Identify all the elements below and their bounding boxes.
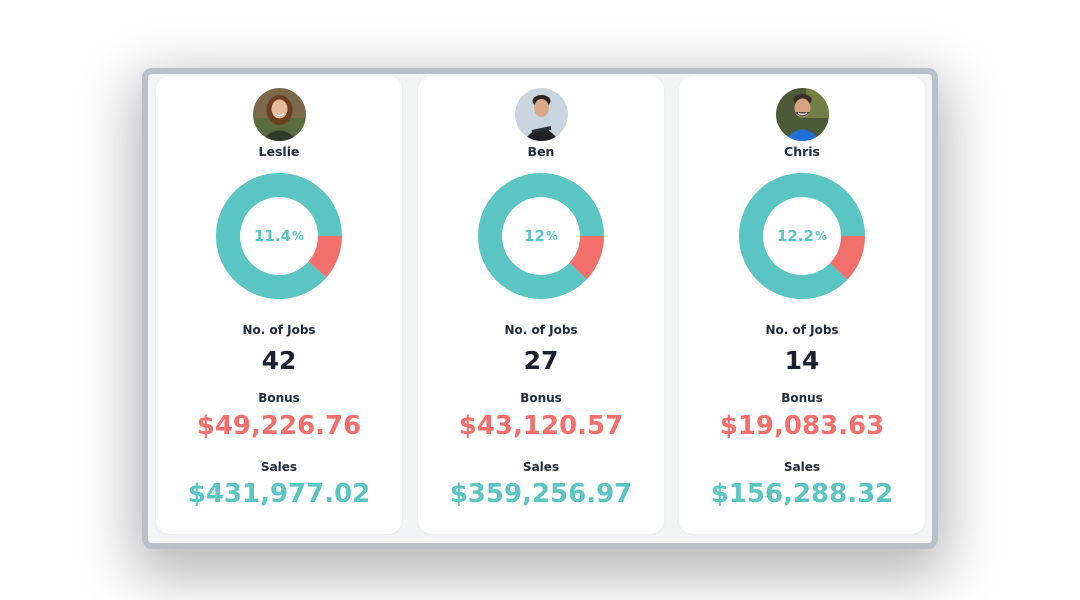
avatar[interactable] (253, 88, 306, 141)
avatar[interactable] (515, 88, 568, 141)
percentage-label: 12.2% (739, 173, 865, 299)
employee-name: Leslie (258, 144, 300, 159)
bonus-label: Bonus (781, 391, 823, 405)
percentage-sign: % (814, 229, 828, 243)
donut-chart (739, 173, 865, 299)
sales-value: $156,288.32 (710, 479, 894, 509)
bonus-label: Bonus (520, 391, 562, 405)
percentage-value: 12.2 (776, 227, 814, 245)
sales-value: $431,977.02 (187, 479, 371, 509)
donut-segment-bonus (569, 236, 604, 280)
dashboard-frame: Leslie 11.4% No. of Jobs 42 Bonus $49,22… (142, 68, 938, 549)
donut-segment-remaining (739, 173, 865, 299)
donut-segment-remaining (478, 173, 604, 299)
donut-segment-remaining (216, 173, 342, 299)
sales-label: Sales (522, 460, 560, 474)
bonus-label: Bonus (258, 391, 300, 405)
percentage-sign: % (545, 229, 558, 243)
donut-chart (216, 173, 342, 299)
jobs-label: No. of Jobs (504, 323, 578, 337)
donut-segment-bonus (308, 236, 342, 278)
jobs-value: 27 (523, 346, 559, 375)
employee-card-ben: Ben 12% No. of Jobs 27 Bonus $43,120.57 … (418, 76, 664, 534)
employee-name: Ben (527, 144, 555, 159)
donut-chart (478, 173, 604, 299)
sales-label: Sales (783, 460, 821, 474)
bonus-value: $49,226.76 (196, 411, 362, 441)
employee-name: Chris (784, 144, 820, 159)
percentage-value: 12 (524, 227, 545, 245)
jobs-value: 14 (784, 346, 820, 375)
percentage-sign: % (291, 229, 305, 243)
jobs-label: No. of Jobs (242, 323, 316, 337)
bonus-value: $19,083.63 (719, 411, 885, 441)
jobs-value: 42 (261, 346, 297, 375)
employee-card-leslie: Leslie 11.4% No. of Jobs 42 Bonus $49,22… (156, 76, 402, 534)
percentage-label: 11.4% (216, 173, 342, 299)
sales-label: Sales (260, 460, 298, 474)
sales-value: $359,256.97 (449, 479, 633, 509)
percentage-value: 11.4 (253, 227, 291, 245)
bonus-value: $43,120.57 (458, 411, 624, 441)
jobs-label: No. of Jobs (765, 323, 839, 337)
avatar[interactable] (776, 88, 829, 141)
donut-segment-bonus (830, 236, 865, 280)
employee-card-chris: Chris 12.2% No. of Jobs 14 Bonus $19,083… (679, 76, 925, 534)
percentage-label: 12% (478, 173, 604, 299)
